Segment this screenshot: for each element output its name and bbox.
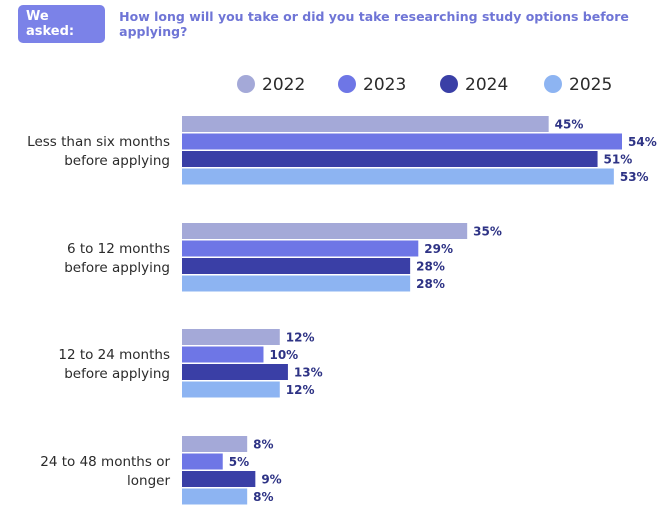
data-label: 28%: [416, 260, 445, 274]
bar-2022: [182, 329, 280, 345]
bar-2023: [182, 240, 419, 257]
bar-2023: [182, 453, 223, 470]
bar-2024: [182, 258, 411, 274]
data-label: 45%: [555, 118, 584, 132]
bar-2025: [182, 275, 411, 292]
data-label: 9%: [261, 473, 281, 487]
data-label: 10%: [269, 348, 298, 362]
legend-item-2025: 2025: [544, 75, 612, 95]
category-label: 6 to 12 months: [67, 241, 170, 257]
legend-label: 2022: [262, 75, 305, 95]
data-label: 54%: [628, 135, 657, 149]
question-text: How long will you take or did you take r…: [119, 9, 629, 39]
bar-2022: [182, 436, 248, 452]
bar-2025: [182, 381, 280, 398]
bar-2025: [182, 168, 614, 185]
legend-swatch: [544, 75, 562, 93]
category-label: before applying: [64, 153, 170, 169]
bar-2025: [182, 488, 248, 505]
bar-2022: [182, 116, 549, 132]
data-label: 29%: [424, 242, 453, 256]
bar-2024: [182, 471, 256, 487]
data-label: 8%: [253, 490, 273, 504]
category-label: before applying: [64, 260, 170, 276]
bar-2023: [182, 133, 622, 150]
we-asked-badge: We asked:: [18, 5, 106, 43]
data-label: 12%: [286, 331, 315, 345]
data-label: 8%: [253, 438, 273, 452]
category-label: 12 to 24 months: [58, 347, 170, 363]
legend-item-2023: 2023: [338, 75, 406, 95]
bar-2024: [182, 364, 288, 380]
bar-2023: [182, 346, 264, 363]
category-group: 6 to 12 months before applying 35% 29% 28% 28…: [64, 223, 502, 292]
category-label: Less than six months: [27, 134, 170, 150]
category-group: Less than six months before applying 45% 54…: [27, 116, 657, 185]
legend-swatch: [237, 75, 255, 93]
legend-label: 2025: [569, 75, 612, 95]
legend-swatch: [440, 75, 458, 93]
category-label: longer: [127, 473, 170, 489]
header: We asked: How long will you take or did …: [18, 5, 669, 43]
category-label: 24 to 48 months or: [40, 454, 170, 470]
data-label: 51%: [604, 153, 633, 167]
legend-swatch: [338, 75, 356, 93]
data-label: 28%: [416, 277, 445, 291]
category-label: before applying: [64, 366, 170, 382]
data-label: 5%: [229, 455, 249, 469]
legend-label: 2024: [465, 75, 508, 95]
category-group: 12 to 24 months before applying 12% 10% 13% 1…: [58, 329, 323, 398]
data-label: 12%: [286, 383, 315, 397]
legend-label: 2023: [363, 75, 406, 95]
data-label: 35%: [473, 225, 502, 239]
bar-2022: [182, 223, 468, 239]
data-label: 13%: [294, 366, 323, 380]
legend-item-2024: 2024: [440, 75, 508, 95]
bar-2024: [182, 151, 598, 167]
category-group: 24 to 48 months or longer 8% 5% 9% 8%: [40, 436, 282, 505]
data-label: 53%: [620, 170, 649, 184]
legend-item-2022: 2022: [237, 75, 305, 95]
